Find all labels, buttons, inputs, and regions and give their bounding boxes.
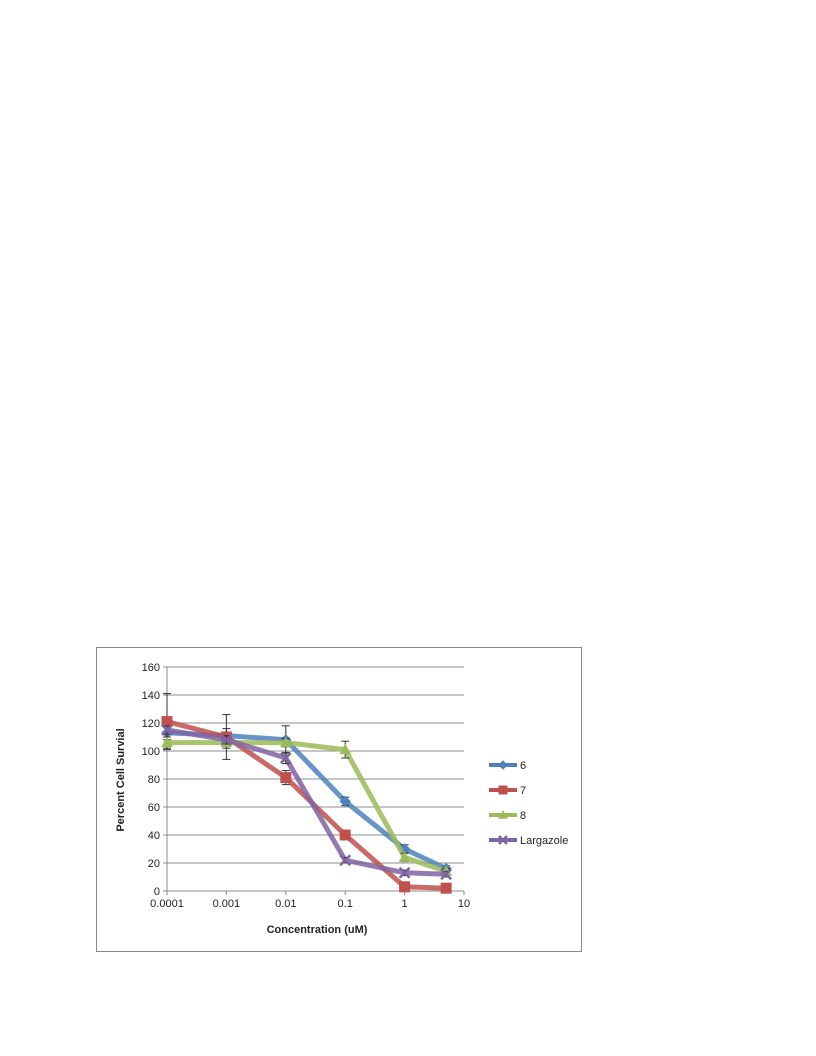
x-axis-title: Concentration (uM) [267,924,368,936]
x-tick-label: 1 [402,898,408,910]
y-tick-label: 20 [148,858,160,870]
x-tick-label: 0.001 [213,898,241,910]
y-tick-label: 0 [154,886,160,898]
data-point [398,851,411,862]
data-point [398,866,411,879]
data-point [161,724,173,736]
y-axis-title: Percent Cell Survial [115,728,127,831]
data-point [339,829,351,841]
y-tick-label: 60 [148,802,160,814]
chart-frame: 0 20 40 60 80 100 120 140 160 0.0001 0.001 0.01 0.1 1… [96,647,582,952]
data-point [498,835,508,845]
legend: 6 7 8 Largazole [489,760,568,847]
line-chart: 0 20 40 60 80 100 120 140 160 0.0001 0.001 0.01 0.1 1… [115,662,568,936]
data-point [498,809,508,819]
data-point [279,736,292,748]
gridlines [167,666,464,864]
y-tick-label: 80 [148,774,160,786]
y-tick-label: 120 [142,718,160,730]
y-tick-label: 40 [148,830,160,842]
data-point [440,868,453,881]
legend-item-7: 7 [489,785,526,797]
series-group [161,693,453,894]
data-point [280,772,292,784]
series-line [167,740,447,874]
legend-label: 6 [520,760,526,772]
y-tick-label: 140 [142,690,160,702]
x-tick-label: 0.1 [338,898,353,910]
data-point [220,733,233,746]
data-point [440,882,452,894]
y-tick-label: 160 [142,662,160,674]
legend-label: 7 [520,785,526,797]
data-point [339,795,351,808]
y-tick-label: 100 [142,746,160,758]
x-tick-label: 10 [458,898,470,910]
data-point [399,881,411,893]
x-tick-label: 0.01 [275,898,296,910]
data-point [279,752,292,764]
series-largazole [161,724,453,881]
data-point [498,785,508,795]
x-tick-label: 0.0001 [150,898,184,910]
legend-item-8: 8 [489,809,526,822]
data-point [339,743,352,755]
data-point [498,760,508,770]
legend-item-largazole: Largazole [489,835,568,847]
legend-label: 8 [520,810,526,822]
legend-label: Largazole [520,835,568,847]
data-point [161,736,173,748]
legend-item-6: 6 [489,760,526,772]
series-line [166,727,447,877]
data-point [339,854,352,867]
